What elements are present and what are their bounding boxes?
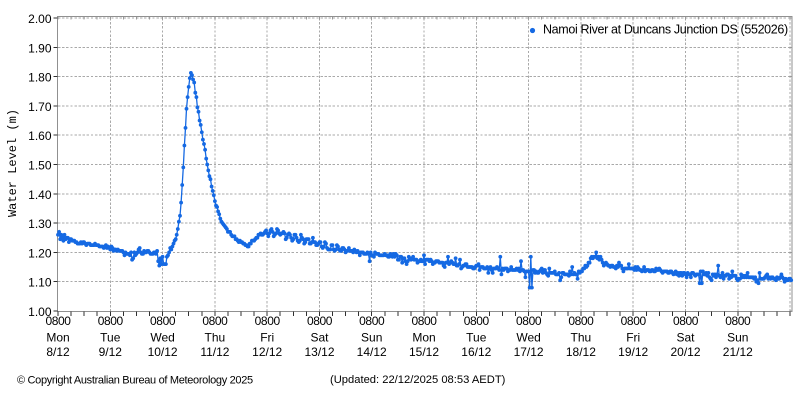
svg-text:0800: 0800 [568, 314, 594, 328]
svg-text:12/12: 12/12 [252, 345, 282, 359]
svg-text:15/12: 15/12 [409, 345, 439, 359]
svg-text:0800: 0800 [255, 314, 281, 328]
svg-text:(Updated: 22/12/2025 08:53 AED: (Updated: 22/12/2025 08:53 AEDT) [330, 374, 506, 386]
svg-text:0800: 0800 [516, 314, 542, 328]
svg-text:Wed: Wed [150, 331, 174, 345]
svg-text:2.00: 2.00 [28, 12, 52, 26]
svg-text:0800: 0800 [307, 314, 333, 328]
svg-text:Sat: Sat [310, 331, 329, 345]
svg-text:0800: 0800 [202, 314, 228, 328]
svg-text:18/12: 18/12 [566, 345, 596, 359]
svg-text:16/12: 16/12 [461, 345, 491, 359]
svg-text:Mon: Mon [412, 331, 435, 345]
svg-text:© Copyright Australian Bureau: © Copyright Australian Bureau of Meteoro… [17, 375, 253, 387]
svg-text:1.80: 1.80 [28, 71, 52, 85]
svg-text:1.30: 1.30 [28, 217, 52, 231]
svg-text:1.40: 1.40 [28, 188, 52, 202]
svg-text:Sun: Sun [361, 331, 382, 345]
svg-text:Tue: Tue [466, 331, 487, 345]
svg-text:1.50: 1.50 [28, 159, 52, 173]
svg-text:Sun: Sun [727, 331, 748, 345]
svg-text:0800: 0800 [98, 314, 124, 328]
svg-text:0800: 0800 [45, 314, 71, 328]
svg-text:0800: 0800 [150, 314, 176, 328]
svg-text:Water Level (m): Water Level (m) [6, 109, 20, 217]
svg-text:0800: 0800 [725, 314, 751, 328]
svg-text:14/12: 14/12 [357, 345, 387, 359]
svg-text:8/12: 8/12 [46, 345, 70, 359]
svg-text:Wed: Wed [516, 331, 540, 345]
svg-text:19/12: 19/12 [618, 345, 648, 359]
svg-text:Tue: Tue [100, 331, 121, 345]
svg-text:1.20: 1.20 [28, 246, 52, 260]
svg-text:1.90: 1.90 [28, 41, 52, 55]
svg-text:11/12: 11/12 [200, 345, 229, 359]
svg-text:1.00: 1.00 [28, 305, 52, 319]
svg-text:0800: 0800 [621, 314, 647, 328]
svg-text:Namoi River at Duncans Junctio: Namoi River at Duncans Junction DS (5520… [543, 23, 788, 37]
svg-text:Fri: Fri [260, 331, 274, 345]
svg-text:Thu: Thu [571, 331, 592, 345]
svg-text:Sat: Sat [676, 331, 695, 345]
svg-text:Fri: Fri [626, 331, 640, 345]
svg-text:Mon: Mon [46, 331, 69, 345]
svg-text:0800: 0800 [673, 314, 699, 328]
svg-text:0800: 0800 [359, 314, 385, 328]
svg-text:10/12: 10/12 [148, 345, 178, 359]
svg-text:1.60: 1.60 [28, 129, 52, 143]
svg-text:17/12: 17/12 [514, 345, 544, 359]
svg-text:20/12: 20/12 [670, 345, 700, 359]
svg-text:21/12: 21/12 [723, 345, 753, 359]
svg-text:9/12: 9/12 [99, 345, 123, 359]
svg-text:0800: 0800 [464, 314, 490, 328]
svg-text:1.70: 1.70 [28, 100, 52, 114]
svg-text:1.10: 1.10 [28, 276, 52, 290]
svg-text:Thu: Thu [205, 331, 226, 345]
svg-text:0800: 0800 [411, 314, 437, 328]
svg-text:13/12: 13/12 [304, 345, 334, 359]
